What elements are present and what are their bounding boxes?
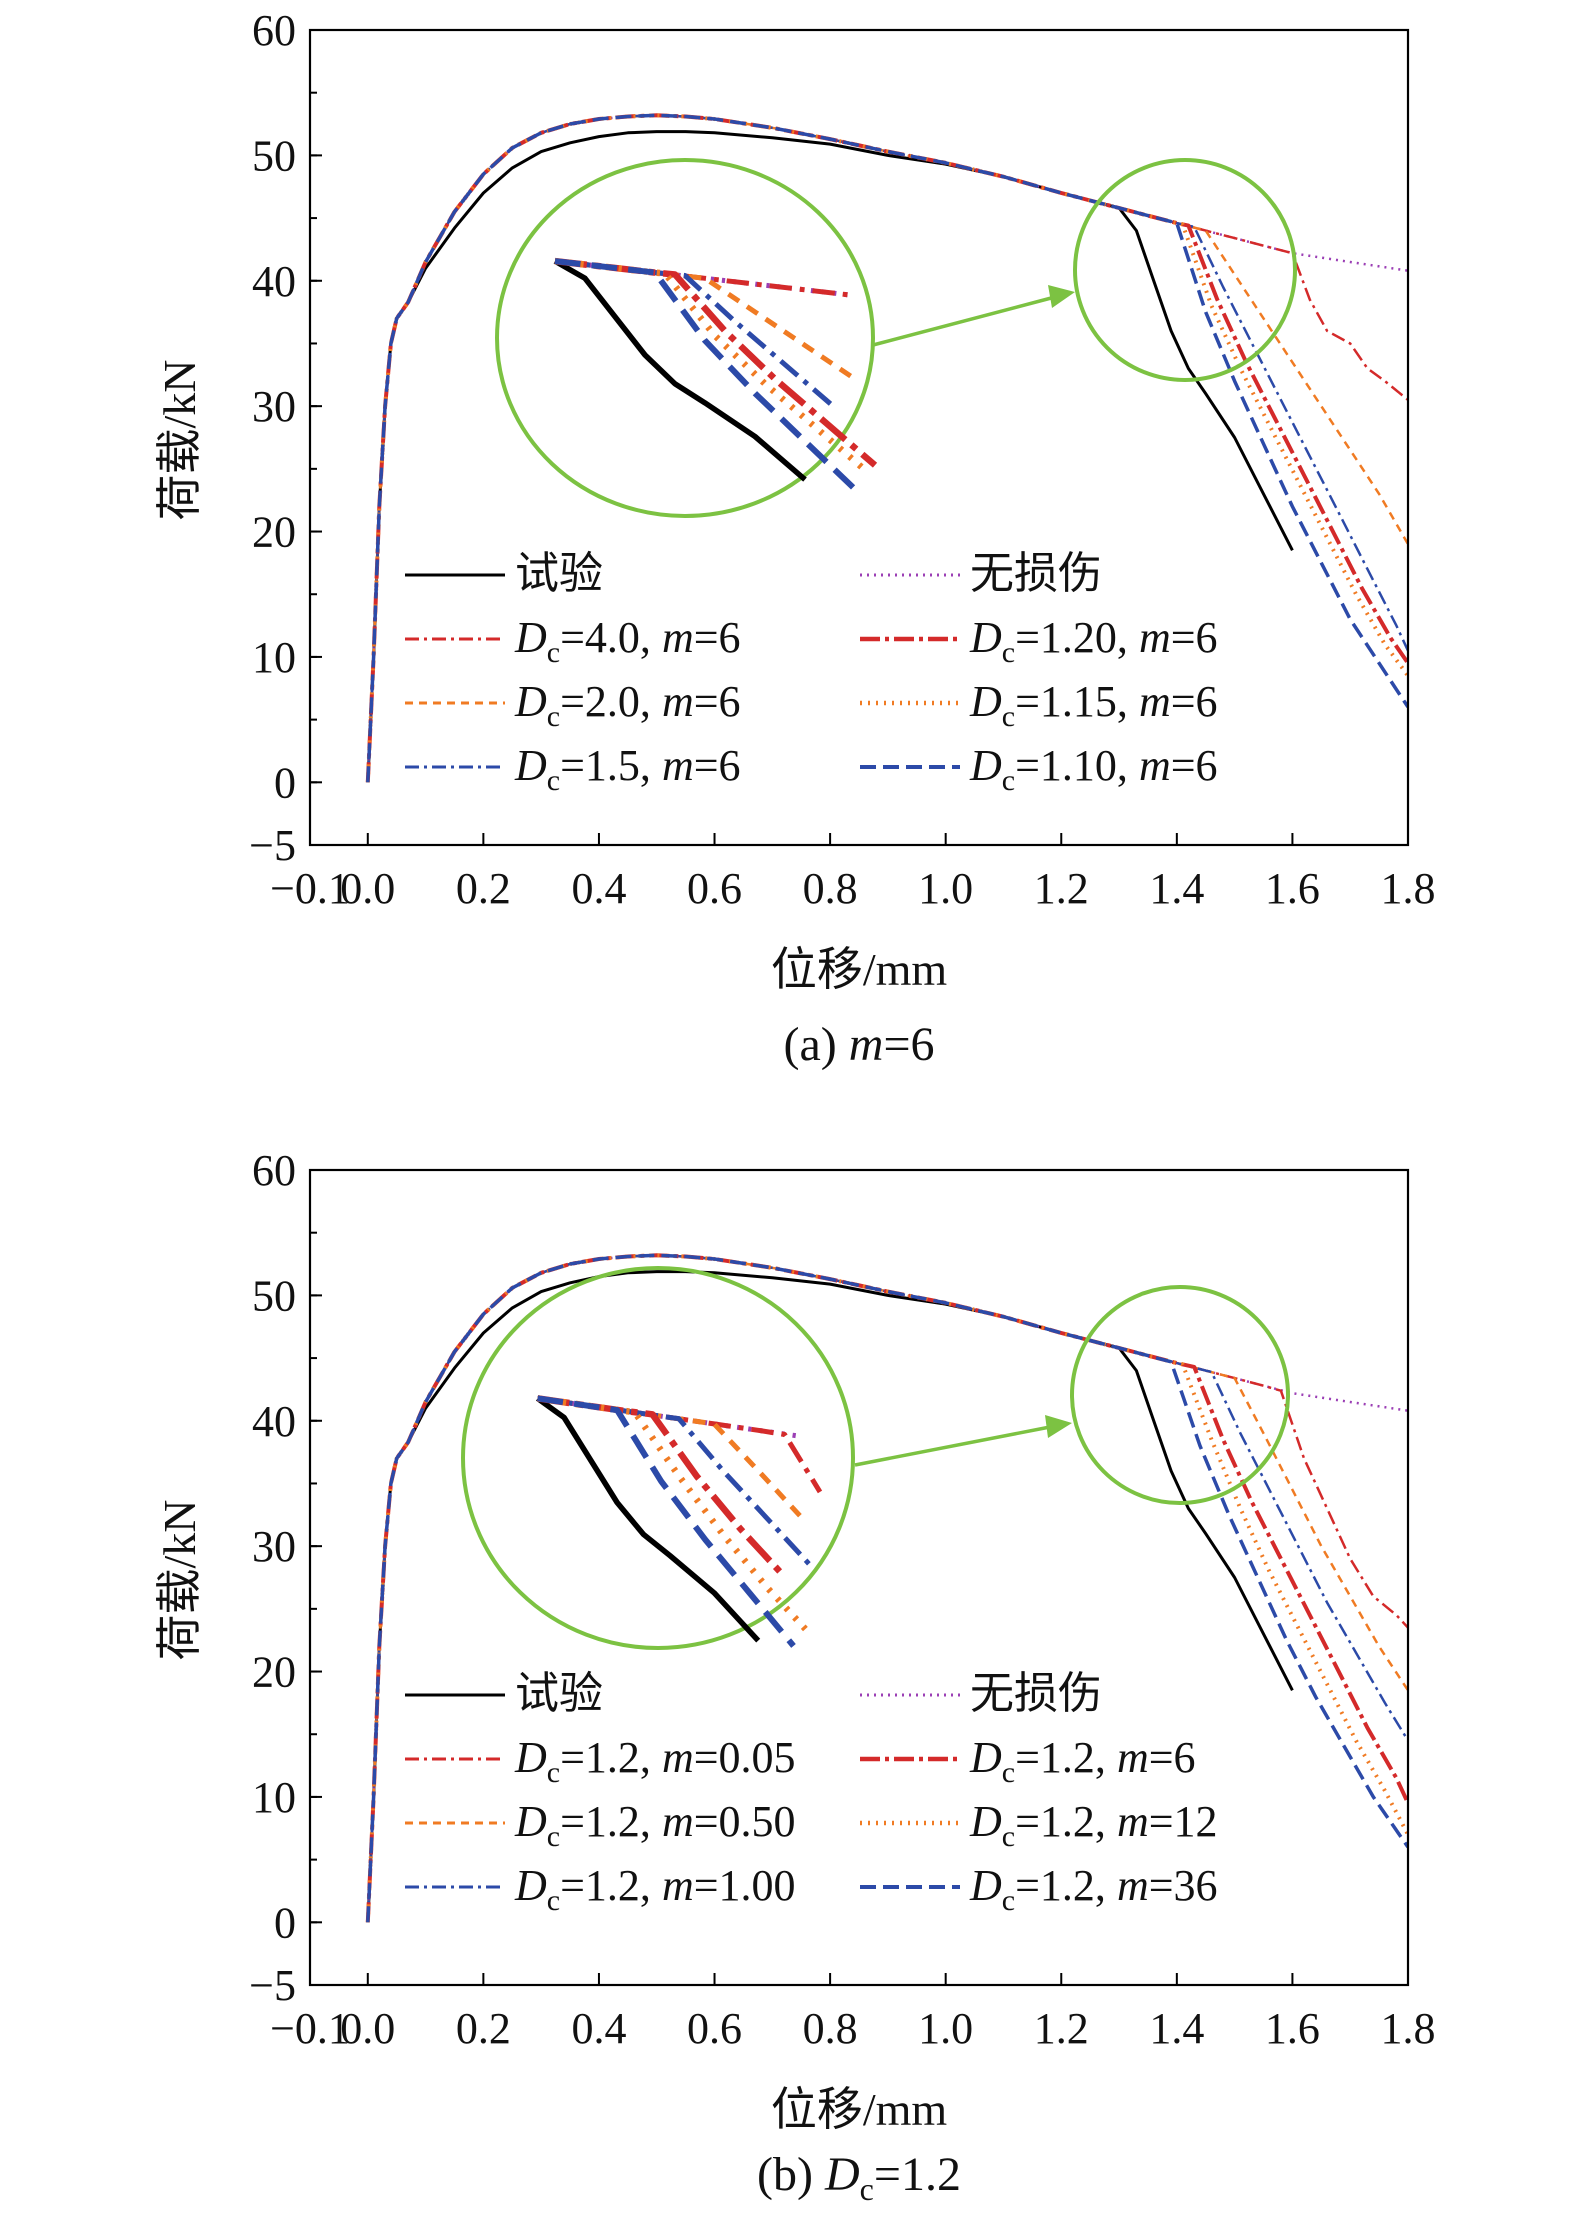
y-tick-label: −5 [249,1961,296,2010]
series-line-7 [366,1253,1408,1923]
x-tick-label: 1.8 [1381,864,1436,913]
panel-a-zoom-inset [495,158,1297,518]
chart-panel-b: −0.10.0 0.2 0.4 0.6 0.8 1.0 1.2 1.4 1.6 1.8 −5 0 10 2… [154,1146,1436,2207]
legend-label-7: Dc=1.2, m=36 [969,1861,1218,1917]
legend-label-4: Dc=1.2, m=1.00 [514,1861,796,1917]
legend-label-6: Dc=1.2, m=12 [969,1797,1218,1853]
y-tick-label: 30 [252,1522,296,1571]
x-tick-label: 1.2 [1034,2004,1089,2053]
inset-series-line-7 [554,258,858,492]
y-tick-label: 10 [252,1773,296,1822]
y-tick-label: 40 [252,257,296,306]
panel-a-plot-frame [308,28,1410,847]
legend-label-6: Dc=1.15, m=6 [969,677,1218,733]
x-tick-label: 0.2 [456,864,511,913]
y-tick-label: 60 [252,1146,296,1195]
legend-label-1: 无损伤 [970,549,1102,598]
legend-label-2: Dc=4.0, m=6 [514,613,741,669]
panel-b-zoom-arrow [854,1425,1051,1467]
series-line-4 [366,114,1408,783]
legend-label-0: 试验 [515,1669,603,1718]
x-tick-label: 0.4 [571,864,626,913]
x-tick-label: 1.4 [1149,864,1204,913]
panel-b-zoom-inset [461,1266,1290,1650]
legend-label-5: Dc=1.20, m=6 [969,613,1218,669]
panel-a-x-axis-title: 位移/mm [771,944,948,995]
y-tick-label: 0 [274,758,296,807]
inset-series-line-0 [553,258,807,482]
panel-a-axis-ticks: −0.10.0 0.2 0.4 0.6 0.8 1.0 1.2 1.4 1.6 1.8 −5 0 10 2… [249,6,1435,913]
series-line-7 [366,113,1408,783]
x-tick-label: −0.1 [270,864,350,913]
panel-b-zoom-magnified-circle [461,1266,855,1650]
y-tick-label: 50 [252,131,296,180]
legend-label-5: Dc=1.2, m=6 [969,1733,1196,1789]
chart-panel-a: −0.10.0 0.2 0.4 0.6 0.8 1.0 1.2 1.4 1.6 1.8 −5 0 10 2… [154,6,1436,1071]
panel-a-zoom-source-circle [1073,158,1297,382]
y-tick-label: 60 [252,6,296,55]
x-tick-label: 0.2 [456,2004,511,2053]
panel-a-zoom-arrow [872,295,1056,347]
panel-b-x-axis-title: 位移/mm [771,2084,948,2135]
y-tick-label: 30 [252,382,296,431]
panel-b-caption: (b) Dc=1.2 [757,2148,961,2207]
series-line-4 [366,1254,1408,1923]
panel-a-zoom-magnified-circle [495,158,875,518]
legend-label-7: Dc=1.10, m=6 [969,741,1218,797]
x-tick-label: 1.2 [1034,864,1089,913]
y-tick-label: −5 [249,821,296,870]
panel-a-caption: (a) m=6 [783,1018,934,1071]
y-tick-label: 10 [252,633,296,682]
panel-b-axis-ticks: −0.10.0 0.2 0.4 0.6 0.8 1.0 1.2 1.4 1.6 1.8 −5 0 10 2… [249,1146,1435,2053]
legend-label-3: Dc=2.0, m=6 [514,677,741,733]
panel-b-y-axis-title: 荷载/kN [154,1500,205,1661]
x-tick-label: 1.6 [1265,864,1320,913]
legend-label-3: Dc=1.2, m=0.50 [514,1797,796,1853]
y-tick-label: 20 [252,508,296,557]
panel-a-legend: 试验 无损伤 Dc=4.0, m=6 Dc=1.20, m=6 Dc=2.0, m=6 D… [405,549,1218,797]
panel-b-plot-frame [308,1168,1410,1987]
x-tick-label: 0.4 [571,2004,626,2053]
panel-a-inset-curves [553,257,878,492]
inset-series-line-7 [537,1395,796,1648]
legend-label-1: 无损伤 [970,1669,1102,1718]
x-tick-label: −0.1 [270,2004,350,2053]
x-tick-label: 1.6 [1265,2004,1320,2053]
x-tick-label: 0.8 [803,864,858,913]
y-tick-label: 20 [252,1648,296,1697]
x-tick-label: 1.4 [1149,2004,1204,2053]
panel-b-legend: 试验 无损伤 Dc=1.2, m=0.05 Dc=1.2, m=6 Dc=1.2, m=… [405,1669,1218,1917]
y-tick-label: 0 [274,1898,296,1947]
legend-label-2: Dc=1.2, m=0.05 [514,1733,796,1789]
inset-series-line-0 [535,1396,761,1643]
x-tick-label: 1.0 [918,864,973,913]
x-tick-label: 0.0 [340,864,395,913]
x-tick-label: 1.0 [918,2004,973,2053]
x-tick-label: 0.6 [687,864,742,913]
panel-a-y-axis-title: 荷载/kN [154,360,205,521]
panel-a-zoom-arrowhead [1048,285,1075,308]
y-tick-label: 50 [252,1271,296,1320]
x-tick-label: 0.6 [687,2004,742,2053]
panel-b-zoom-arrowhead [1045,1415,1072,1438]
y-tick-label: 40 [252,1397,296,1446]
legend-label-4: Dc=1.5, m=6 [514,741,741,797]
panel-b-inset-curves [535,1395,823,1648]
legend-label-0: 试验 [515,549,603,598]
x-tick-label: 1.8 [1381,2004,1436,2053]
x-tick-label: 0.0 [340,2004,395,2053]
x-tick-label: 0.8 [803,2004,858,2053]
panel-b-zoom-source-circle [1070,1285,1290,1505]
